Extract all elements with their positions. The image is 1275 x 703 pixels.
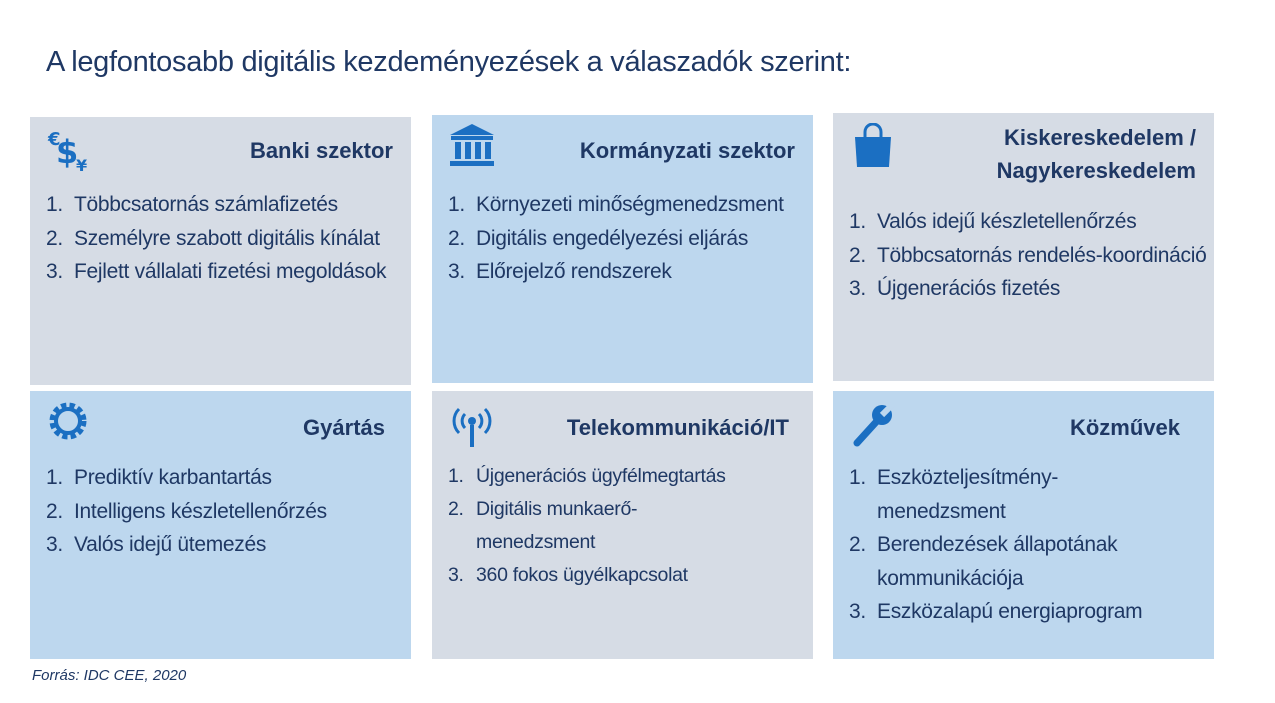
sector-card-government: Kormányzati szektor 1. Környezeti minőség… xyxy=(432,115,813,383)
sector-card-telecom: Telekommunikáció/IT 1. Újgenerációs ügyfé… xyxy=(432,391,813,659)
list-item: 3. Újgenerációs fizetés xyxy=(849,277,1061,300)
list-item: 2. Digitális engedélyezési eljárás xyxy=(448,226,749,250)
list-item: 1. Eszközteljesítmény-menedzsment xyxy=(849,466,1059,523)
initiative-list: 1. Eszközteljesítmény-menedzsment 2. Beren… xyxy=(849,461,1208,629)
list-item: 2. Digitális munkaerő-menedzsment xyxy=(448,498,638,553)
initiative-list: 1. Valós idejű készletellenőrzés 2. Többcs… xyxy=(849,205,1208,306)
list-item: 2. Intelligens készletellenőrzés xyxy=(46,499,327,523)
initiative-list: 1. Többcsatornás számlafizetés 2. Személyr… xyxy=(46,188,405,289)
sector-title: Telekommunikáció/IT xyxy=(566,415,789,440)
svg-text:$: $ xyxy=(56,133,78,171)
list-item: 3. Eszközalapú energiaprogram xyxy=(849,600,1143,623)
list-item: 1. Valós idejű készletellenőrzés xyxy=(849,210,1137,233)
currency-icon: €$¥ xyxy=(47,129,87,173)
antenna-icon xyxy=(452,407,492,447)
sector-title: Banki szektor xyxy=(249,138,393,163)
sector-card-retail: Kiskereskedelem / Nagykereskedelem 1. Val… xyxy=(833,113,1214,381)
government-building-icon xyxy=(450,124,494,166)
initiative-list: 1. Környezeti minőségmenedzsment 2. Digitá… xyxy=(448,188,807,289)
initiative-list: 1. Prediktív karbantartás 2. Intelligens k… xyxy=(46,461,405,562)
sector-title: Közművek xyxy=(1069,415,1180,440)
sector-card-banking: € $ ¥ Banki szektor 1. Többcsatornás számla… xyxy=(30,117,411,385)
list-item: 1. Prediktív karbantartás xyxy=(46,466,272,489)
source-note: Forrás: IDC CEE, 2020 xyxy=(32,667,187,684)
sector-title: Kiskereskedelem / Nagykereskedelem xyxy=(996,125,1196,183)
list-item: 3. Előrejelző rendszerek xyxy=(448,260,672,283)
sector-title: Kormányzati szektor xyxy=(579,138,795,163)
list-item: 2. Többcsatornás rendelés-koordináció xyxy=(849,243,1207,267)
list-item: 3. 360 fokos ügyélkapcsolat xyxy=(448,564,688,586)
list-item: 3. Fejlett vállalati fizetési megoldások xyxy=(46,260,387,283)
sector-card-manufacturing: Gyártás 1. Prediktív karbantartás 2. Intel… xyxy=(30,391,411,659)
gear-icon xyxy=(49,402,87,440)
svg-text:¥: ¥ xyxy=(76,156,87,173)
initiative-list: 1. Újgenerációs ügyfélmegtartás 2. Digitál… xyxy=(448,460,807,592)
page-title: A legfontosabb digitális kezdeményezések… xyxy=(46,46,852,78)
shopping-bag-icon xyxy=(855,123,891,167)
list-item: 1. Többcsatornás számlafizetés xyxy=(46,193,338,216)
list-item: 3. Valós idejű ütemezés xyxy=(46,533,267,556)
list-item: 2. Személyre szabott digitális kínálat xyxy=(46,226,380,250)
svg-text:€: € xyxy=(47,129,61,150)
list-item: 2. Berendezések állapotának kommunikációj… xyxy=(849,533,1118,590)
list-item: 1. Környezeti minőségmenedzsment xyxy=(448,193,784,216)
wrench-icon xyxy=(853,401,896,447)
sector-card-utilities: Közművek 1. Eszközteljesítmény-menedzsmen… xyxy=(833,391,1214,659)
sector-title: Gyártás xyxy=(303,415,385,440)
list-item: 1. Újgenerációs ügyfélmegtartás xyxy=(448,465,726,487)
